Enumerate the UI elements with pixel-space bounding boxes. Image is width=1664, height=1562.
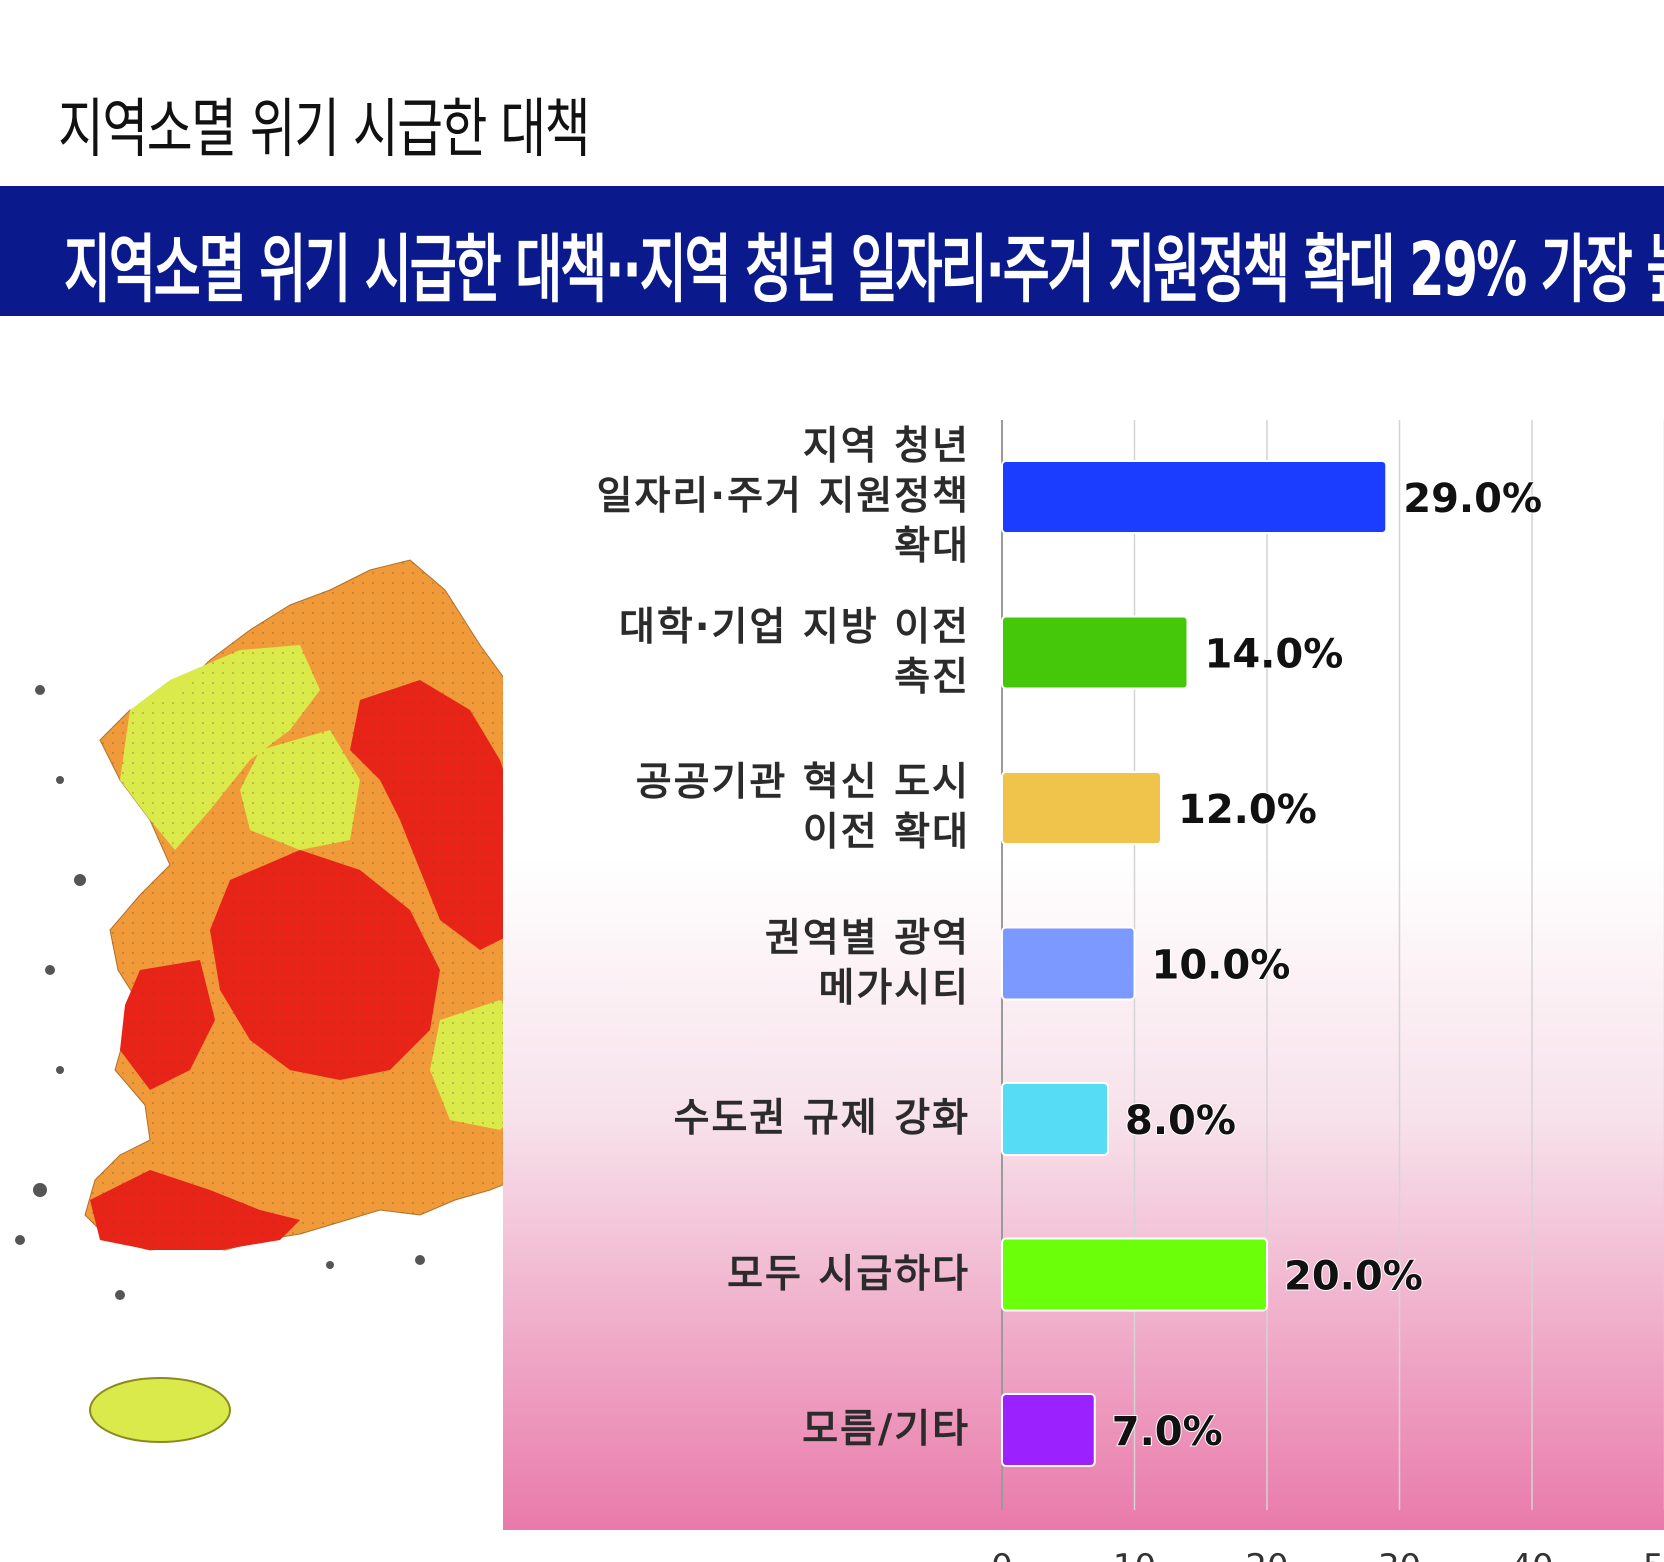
category-label: 수도권 규제 강화 [673,1096,970,1141]
x-tick-label: 50 [1643,1547,1664,1562]
headline-text: 지역소멸 위기 시급한 대책··지역 청년 일자리·주거 지원정책 확대 29%… [64,227,1664,313]
bar [1001,1082,1109,1156]
map-jeju-island [89,1377,231,1443]
bar [1001,771,1162,845]
value-label: 8.0% [1125,1098,1236,1144]
bar [1001,615,1189,690]
korea-map-image [15,559,581,1443]
map-texture [85,560,580,1250]
category-label: 모름/기타 [802,1407,970,1452]
category-label: 대학·기업 지방 이전 촉진 [618,604,970,700]
bar [1001,460,1388,534]
value-label: 20.0% [1284,1254,1423,1300]
value-label: 7.0% [1112,1409,1223,1455]
category-label: 권역별 광역 메가시티 [765,915,970,1011]
bar [1001,926,1136,1001]
category-label: 공공기관 혁신 도시 이전 확대 [635,760,970,855]
category-label: 모두 시급하다 [727,1251,970,1297]
page-subtitle: 지역소멸 위기 시급한 대책 [58,93,591,167]
value-label: 29.0% [1403,476,1542,522]
value-label: 14.0% [1205,632,1344,678]
category-label: 지역 청년 일자리·주거 지원정책 확대 [596,424,970,569]
x-tick-label: 20 [1245,1547,1288,1562]
x-tick-label: 40 [1510,1547,1553,1562]
x-tick-label: 0 [991,1547,1013,1562]
headline-banner: 지역소멸 위기 시급한 대책··지역 청년 일자리·주거 지원정책 확대 29%… [0,186,1664,316]
value-label: 12.0% [1178,787,1317,833]
bar [1001,1237,1268,1312]
x-tick-label: 10 [1113,1547,1156,1562]
bar [1001,1393,1096,1467]
x-tick-label: 30 [1378,1547,1421,1562]
value-label: 10.0% [1152,943,1291,989]
